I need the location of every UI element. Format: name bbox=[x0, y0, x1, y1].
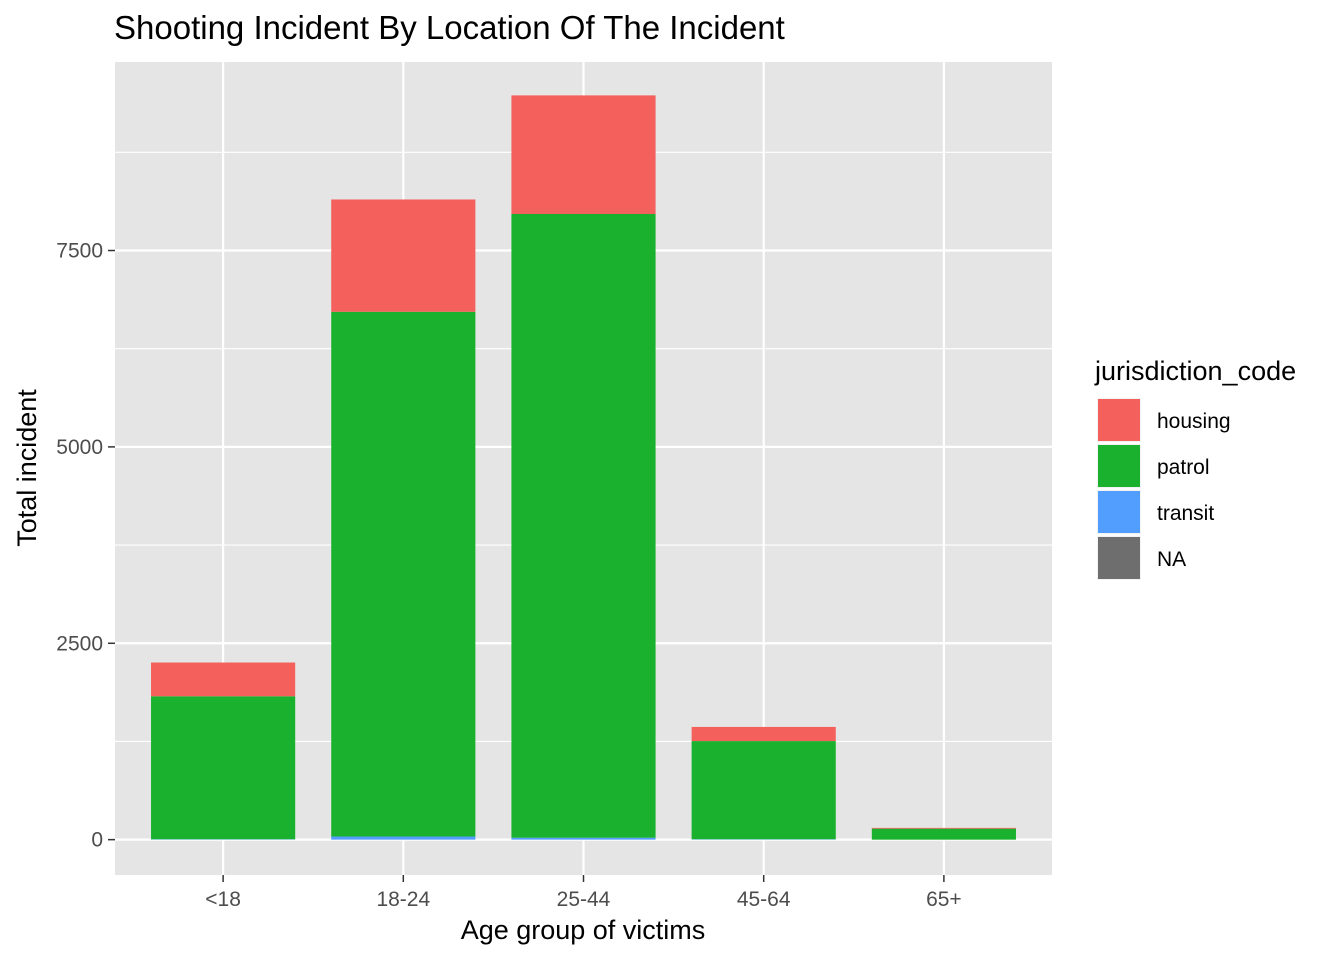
legend: jurisdiction_code housing patrol transit NA bbox=[1094, 356, 1296, 580]
chart-title: Shooting Incident By Location Of The Inc… bbox=[114, 9, 785, 46]
x-axis-title: Age group of victims bbox=[461, 915, 706, 945]
x-tick-label: 45-64 bbox=[737, 888, 791, 911]
bar-patrol-1 bbox=[151, 696, 296, 840]
y-axis: 0 2500 5000 7500 bbox=[56, 240, 115, 852]
legend-label-housing: housing bbox=[1157, 410, 1231, 433]
x-axis: <18 18-24 25-44 45-64 65+ bbox=[205, 875, 962, 911]
legend-swatch-patrol bbox=[1098, 445, 1140, 487]
x-tick-label: <18 bbox=[205, 888, 241, 911]
legend-swatch-na bbox=[1098, 537, 1140, 579]
bar-transit-2 bbox=[331, 836, 476, 840]
y-axis-title: Total incident bbox=[12, 389, 42, 547]
x-tick-label: 18-24 bbox=[376, 888, 430, 911]
y-tick-label: 0 bbox=[91, 829, 103, 852]
legend-title: jurisdiction_code bbox=[1094, 356, 1296, 386]
bar-housing-1 bbox=[151, 662, 296, 697]
legend-label-patrol: patrol bbox=[1157, 456, 1210, 479]
y-tick-label: 5000 bbox=[56, 436, 103, 459]
x-tick-label: 65+ bbox=[926, 888, 962, 911]
bar-patrol-4 bbox=[691, 741, 836, 840]
legend-swatch-transit bbox=[1098, 491, 1140, 533]
bar-housing-3 bbox=[511, 95, 656, 214]
legend-label-transit: transit bbox=[1157, 502, 1214, 525]
bar-housing-5 bbox=[871, 827, 1016, 829]
bar-patrol-3 bbox=[511, 213, 656, 838]
bar-transit-3 bbox=[511, 837, 656, 840]
bar-patrol-2 bbox=[331, 311, 476, 837]
bar-housing-4 bbox=[691, 726, 836, 742]
bar-patrol-5 bbox=[871, 828, 1016, 840]
y-tick-label: 7500 bbox=[56, 240, 103, 263]
legend-swatch-housing bbox=[1098, 399, 1140, 441]
bars bbox=[151, 95, 1016, 840]
legend-label-na: NA bbox=[1157, 548, 1186, 571]
bar-housing-2 bbox=[331, 199, 476, 312]
x-tick-label: 25-44 bbox=[557, 888, 611, 911]
y-tick-label: 2500 bbox=[56, 632, 103, 655]
